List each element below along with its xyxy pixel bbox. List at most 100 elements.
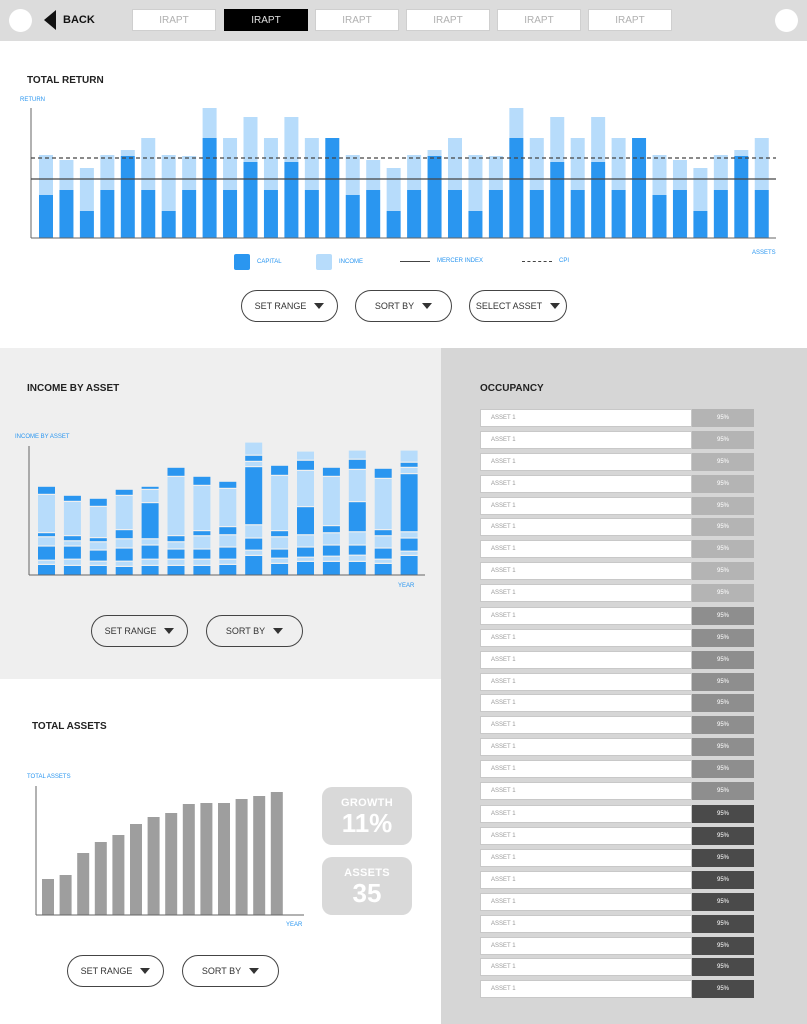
income-segment	[219, 559, 237, 564]
occupancy-row[interactable]: ASSET 1 95%	[480, 584, 754, 602]
assets-set-range-button[interactable]: SET RANGE	[67, 955, 164, 987]
capital-segment	[297, 460, 314, 470]
income-segment	[115, 496, 133, 529]
occupancy-row[interactable]: ASSET 1 95%	[480, 849, 754, 867]
tab-4[interactable]: IRAPT	[406, 9, 490, 31]
income-bar	[100, 155, 115, 190]
occupancy-row[interactable]: ASSET 1 95%	[480, 871, 754, 889]
return-set-range-button[interactable]: SET RANGE	[241, 290, 338, 322]
income-bar	[713, 155, 728, 190]
occupancy-asset-name: ASSET 1	[480, 805, 692, 823]
occupancy-row[interactable]: ASSET 1 95%	[480, 827, 754, 845]
tab-3[interactable]: IRAPT	[315, 9, 399, 31]
income-segment	[141, 559, 159, 565]
income-sort-by-button[interactable]: SORT BY	[206, 615, 303, 647]
income-bar	[263, 138, 278, 190]
income-set-range-button[interactable]: SET RANGE	[91, 615, 188, 647]
occupancy-row[interactable]: ASSET 1 95%	[480, 805, 754, 823]
capital-bar	[59, 190, 74, 238]
return-select-asset-button[interactable]: SELECT ASSET	[469, 290, 567, 322]
occupancy-row[interactable]: ASSET 1 95%	[480, 915, 754, 933]
income-bar	[243, 117, 258, 162]
capital-bar	[100, 190, 115, 238]
occupancy-row[interactable]: ASSET 1 95%	[480, 518, 754, 536]
left-circle-button[interactable]	[9, 9, 32, 32]
occupancy-value: 95%	[692, 409, 754, 427]
income-bar	[304, 138, 319, 190]
occupancy-row[interactable]: ASSET 1 95%	[480, 453, 754, 471]
occupancy-value: 95%	[692, 738, 754, 756]
capital-segment	[374, 468, 392, 478]
tab-1[interactable]: IRAPT	[132, 9, 216, 31]
income-segment	[38, 495, 55, 532]
occupancy-asset-name: ASSET 1	[480, 497, 692, 515]
occupancy-row[interactable]: ASSET 1 95%	[480, 738, 754, 756]
occupancy-row[interactable]: ASSET 1 95%	[480, 694, 754, 712]
capital-segment	[297, 507, 314, 535]
income-bar	[120, 150, 135, 156]
occupancy-row[interactable]: ASSET 1 95%	[480, 607, 754, 625]
return-sort-by-button[interactable]: SORT BY	[355, 290, 452, 322]
income-bar	[141, 138, 156, 190]
occupancy-row[interactable]: ASSET 1 95%	[480, 629, 754, 647]
occupancy-row[interactable]: ASSET 1 95%	[480, 937, 754, 955]
occupancy-row[interactable]: ASSET 1 95%	[480, 409, 754, 427]
occupancy-asset-name: ASSET 1	[480, 518, 692, 536]
income-segment	[297, 557, 314, 561]
growth-stat-card: GROWTH 11%	[322, 787, 412, 845]
capital-bar	[713, 190, 728, 238]
income-segment	[63, 502, 81, 535]
capital-bar	[39, 195, 53, 238]
capital-segment	[63, 566, 81, 575]
occupancy-row[interactable]: ASSET 1 95%	[480, 958, 754, 976]
occupancy-row[interactable]: ASSET 1 95%	[480, 716, 754, 734]
occupancy-row[interactable]: ASSET 1 95%	[480, 893, 754, 911]
tab-5[interactable]: IRAPT	[497, 9, 581, 31]
back-button[interactable]: BACK	[44, 9, 95, 31]
occupancy-row[interactable]: ASSET 1 95%	[480, 760, 754, 778]
capital-segment	[245, 467, 263, 525]
occupancy-asset-name: ASSET 1	[480, 694, 692, 712]
tab-2[interactable]: IRAPT	[224, 9, 308, 31]
occupancy-row[interactable]: ASSET 1 95%	[480, 475, 754, 493]
occupancy-row[interactable]: ASSET 1 95%	[480, 562, 754, 580]
occupancy-row[interactable]: ASSET 1 95%	[480, 431, 754, 449]
right-circle-button[interactable]	[775, 9, 798, 32]
capital-segment	[115, 548, 133, 561]
occupancy-row[interactable]: ASSET 1 95%	[480, 497, 754, 515]
occupancy-asset-name: ASSET 1	[480, 782, 692, 800]
capital-segment	[271, 564, 289, 575]
occupancy-row[interactable]: ASSET 1 95%	[480, 673, 754, 691]
tab-6[interactable]: IRAPT	[588, 9, 672, 31]
assets-bar	[182, 804, 195, 915]
assets-set-range-label: SET RANGE	[80, 966, 133, 976]
occupancy-asset-name: ASSET 1	[480, 584, 692, 602]
income-bar	[39, 155, 53, 195]
occupancy-row[interactable]: ASSET 1 95%	[480, 651, 754, 669]
capital-bar	[325, 138, 340, 238]
assets-bar	[59, 875, 72, 915]
income-bar	[202, 108, 217, 138]
capital-segment	[38, 486, 55, 494]
income-segment	[89, 542, 107, 550]
capital-segment	[193, 549, 211, 559]
occupancy-asset-name: ASSET 1	[480, 827, 692, 845]
assets-bar	[218, 803, 230, 915]
capital-bar	[223, 190, 238, 238]
income-ylabel: INCOME BY ASSET	[15, 434, 70, 440]
capital-segment	[400, 538, 418, 551]
legend-cpi-label: CPI	[559, 258, 570, 264]
occupancy-row[interactable]: ASSET 1 95%	[480, 540, 754, 558]
occupancy-row[interactable]: ASSET 1 95%	[480, 980, 754, 998]
back-arrow-icon	[44, 10, 56, 30]
capital-bar	[141, 190, 156, 238]
capital-segment	[63, 495, 81, 501]
occupancy-asset-name: ASSET 1	[480, 453, 692, 471]
occupancy-value: 95%	[692, 958, 754, 976]
assets-sort-by-button[interactable]: SORT BY	[182, 955, 279, 987]
capital-swatch	[234, 254, 250, 270]
legend-income-label: INCOME	[339, 259, 363, 265]
assets-bar	[165, 813, 178, 915]
assets-bar	[42, 879, 54, 915]
occupancy-row[interactable]: ASSET 1 95%	[480, 782, 754, 800]
